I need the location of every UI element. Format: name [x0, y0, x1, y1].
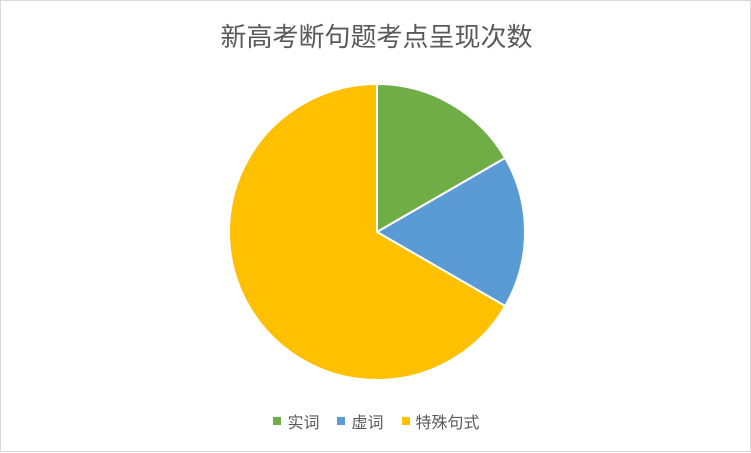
legend-label: 特殊句式 — [415, 413, 480, 432]
legend-swatch — [401, 417, 410, 425]
legend-swatch — [273, 417, 282, 425]
chart-title: 新高考断句题考点呈现次数 — [220, 23, 533, 53]
legend-item: 特殊句式 — [401, 409, 480, 433]
legend-label: 虚词 — [351, 413, 384, 432]
pie-slice-0 — [376, 82, 507, 234]
legend: 实词 虚词 特殊句式 — [1, 409, 751, 433]
pie-slice-2 — [228, 82, 507, 381]
legend-swatch — [337, 417, 346, 425]
legend-item: 实词 — [273, 409, 319, 433]
legend-label: 实词 — [287, 413, 320, 432]
pie-slice-1 — [374, 156, 526, 308]
legend-item: 虚词 — [337, 409, 384, 433]
